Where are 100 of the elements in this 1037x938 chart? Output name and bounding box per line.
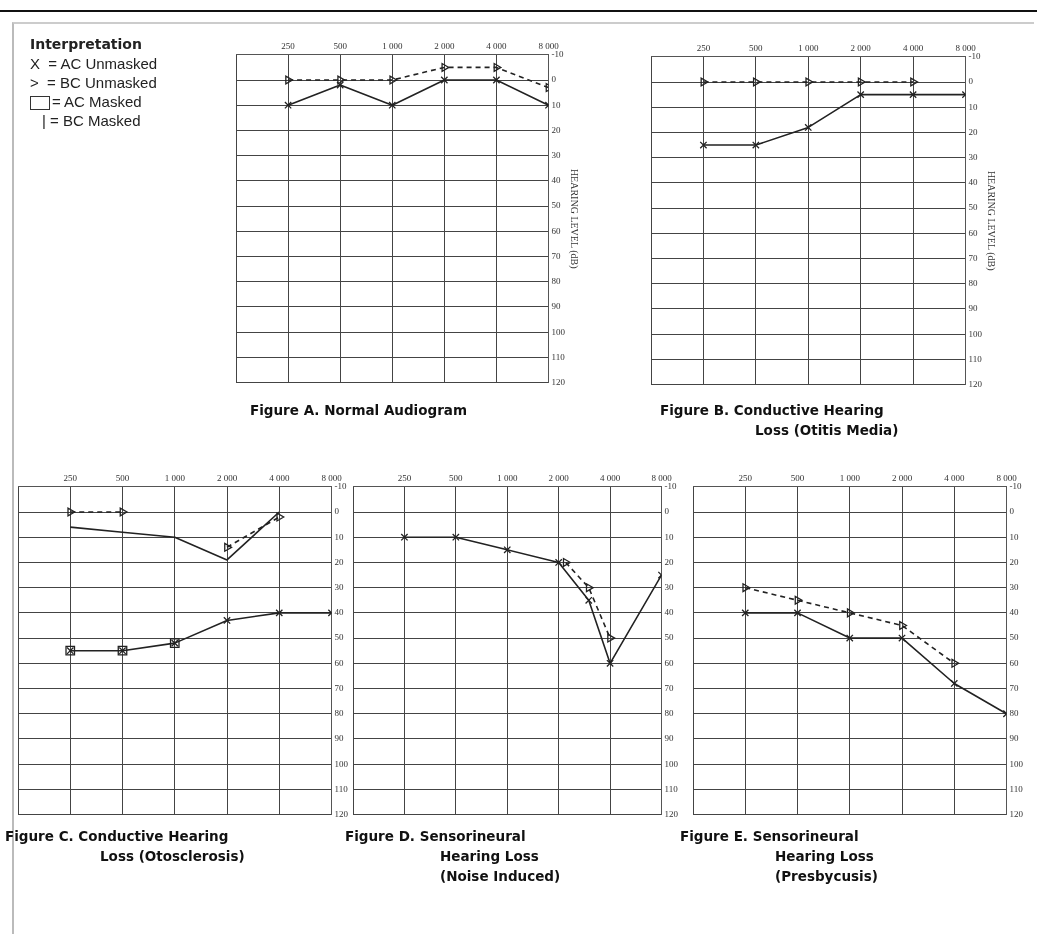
y-tick-label: 80 [664,708,674,719]
y-tick-label: 0 [1009,506,1015,517]
y-tick-label: 60 [334,657,344,668]
text: | = BC Masked [42,112,141,129]
x-tick-label: 4 000 [944,472,965,483]
point [950,679,959,688]
y-tick-label: 80 [334,708,344,719]
point [741,609,750,617]
point [898,634,906,642]
y-tick-label: 120 [664,808,679,819]
point [899,620,908,631]
point [224,542,233,552]
y-axis-title: HEARING LEVEL (dB) [568,168,581,269]
text: = AC Masked [52,93,142,110]
y-tick-label: 110 [664,783,679,794]
point [910,77,919,87]
point [742,583,751,593]
text: Interpretation [30,36,142,52]
point [856,90,865,99]
point [119,507,128,517]
x-tick-label: 2 000 [850,42,872,53]
y-tick-label: 20 [664,556,674,567]
y-tick-label: 30 [664,582,674,593]
y-tick-label: 90 [968,303,978,314]
y-tick-label: 0 [551,74,557,85]
x-tick-label: 500 [333,40,348,51]
y-tick-label: 80 [1009,708,1019,719]
x-tick-label: 1 000 [839,472,861,483]
x-tick-label: 8 000 [538,40,560,51]
y-tick-label: 110 [334,783,349,794]
y-tick-label: 60 [968,227,978,238]
text: Figure C. Conductive Hearing Loss (Otosclerosis) [5,828,245,864]
y-tick-label: -10 [1009,481,1022,492]
x-tick-label: 4 000 [486,40,508,51]
y-tick-label: 30 [334,582,344,593]
y-tick-label: 60 [1009,657,1019,668]
point [793,609,802,617]
y-tick-label: 120 [1009,808,1024,819]
point [67,507,76,517]
y-tick-label: 40 [1009,607,1019,618]
point [752,141,760,149]
y-tick-label: 50 [334,632,344,643]
y-tick-label: 50 [551,200,561,211]
y-tick-label: 60 [664,657,674,668]
x-tick-label: 250 [696,42,711,53]
point [276,512,285,522]
x-tick-label: 8 000 [955,42,977,53]
x-tick-label: 8 000 [996,472,1018,483]
x-tick-label: 250 [397,472,412,483]
text: > = BC Unmasked [30,74,157,91]
y-tick-label: 50 [1009,632,1019,643]
text: Figure D. Sensorineural Hearing Loss (Noise Induced) [345,827,562,886]
y-tick-label: 120 [968,378,983,389]
y-tick-label: 0 [334,506,340,517]
x-tick-label: 500 [790,472,805,483]
y-tick-label: 100 [334,758,349,769]
point [857,77,866,87]
x-tick-label: 2 000 [434,40,455,51]
y-tick-label: 0 [664,506,670,517]
y-tick-label: 30 [968,152,978,163]
x-tick-label: 4 000 [599,472,621,483]
y-tick-label: 100 [551,326,566,337]
y-tick-label: 120 [551,376,566,387]
y-tick-label: 30 [551,150,561,161]
y-tick-label: 70 [1009,682,1019,693]
point [794,595,803,605]
point [951,658,960,668]
y-tick-label: 20 [334,556,344,567]
x-tick-label: 8 000 [651,472,673,483]
text: Figure B. Conductive Hearing Loss (Otitis Media) [660,401,900,440]
point [223,616,231,625]
y-tick-label: 110 [968,353,983,364]
text: X = AC Unmasked [30,55,158,72]
y-tick-label: 90 [551,301,561,312]
point [804,123,813,132]
point [909,90,917,99]
x-tick-label: 1 000 [164,472,186,483]
y-tick-label: 70 [664,682,674,693]
x-tick-label: 250 [738,472,753,483]
x-tick-label: 2 000 [891,472,913,483]
y-tick-label: 40 [968,177,978,188]
y-tick-label: 0 [968,76,974,87]
x-tick-label: 500 [449,472,464,483]
y-axis-title: HEARING LEVEL (dB) [985,170,998,271]
text: Figure E. Sensorineural Hearing Loss (Presbycusis) [680,827,879,886]
x-tick-label: 8 000 [321,472,343,483]
y-tick-label: 10 [968,101,978,112]
x-tick-label: 4 000 [269,472,290,483]
point [845,634,854,642]
y-tick-label: 70 [334,682,344,693]
y-tick-label: 100 [1009,758,1024,769]
y-tick-label: 20 [551,124,561,135]
x-tick-label: 1 000 [497,472,518,483]
point [846,608,855,618]
y-tick-label: 20 [1009,556,1019,567]
y-tick-label: -10 [551,49,564,60]
y-tick-label: 110 [551,351,566,362]
y-tick-label: 60 [551,225,561,236]
point [699,141,708,149]
y-tick-label: 80 [968,278,978,289]
